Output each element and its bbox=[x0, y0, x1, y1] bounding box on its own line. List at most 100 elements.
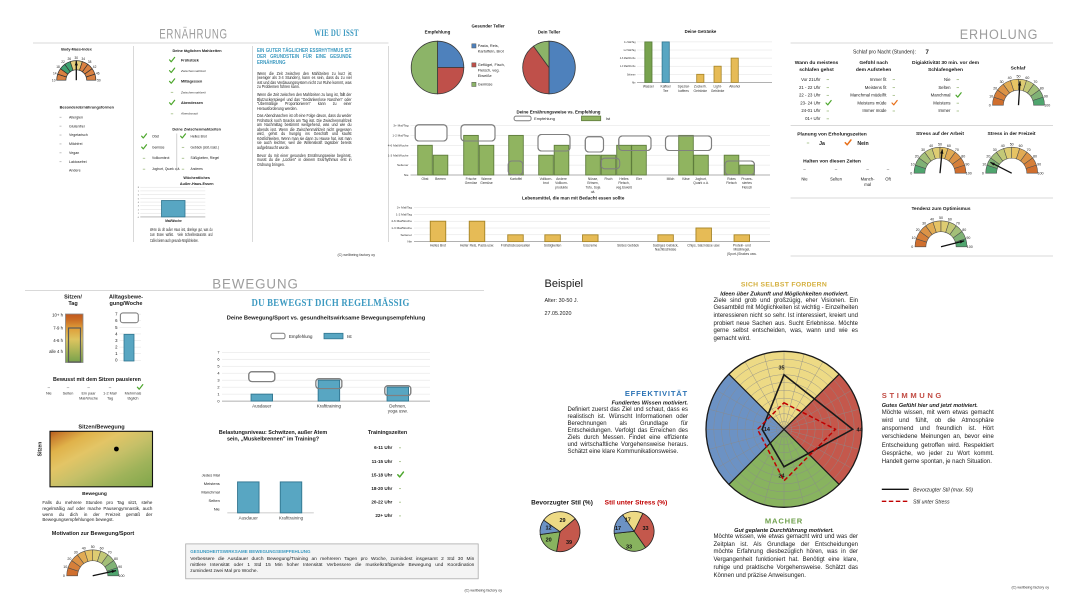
svg-text:Milchfrei: Milchfrei bbox=[69, 142, 83, 146]
svg-text:1-2 Mal/Tag: 1-2 Mal/Tag bbox=[623, 50, 636, 52]
svg-text:Manch-: Manch- bbox=[861, 177, 876, 182]
svg-text:Milch: Milch bbox=[667, 177, 675, 181]
svg-text:Zuckerh.: Zuckerh. bbox=[694, 85, 707, 89]
svg-text:40: 40 bbox=[929, 144, 933, 148]
svg-text:Eiscreme: Eiscreme bbox=[583, 243, 597, 247]
svg-text:0: 0 bbox=[910, 171, 912, 175]
svg-text:80: 80 bbox=[1033, 154, 1037, 158]
svg-text:Heller Reis, Pasta usw.: Heller Reis, Pasta usw. bbox=[460, 243, 494, 247]
svg-text:100: 100 bbox=[119, 574, 125, 578]
svg-text:Helles Brot: Helles Brot bbox=[430, 243, 446, 247]
svg-text:80: 80 bbox=[1040, 86, 1044, 90]
svg-text:Selten: Selten bbox=[63, 392, 74, 396]
svg-text:Vollkorn-: Vollkorn- bbox=[555, 181, 568, 185]
svg-text:5: 5 bbox=[217, 364, 219, 369]
svg-text:Lebensmittel, die man mit Beda: Lebensmittel, die man mit Bedacht essen … bbox=[522, 196, 625, 201]
svg-text:Empfehlung: Empfehlung bbox=[289, 334, 313, 339]
svg-text:60: 60 bbox=[1019, 144, 1023, 148]
svg-text:Abendessen: Abendessen bbox=[181, 101, 204, 105]
svg-text:Nie: Nie bbox=[404, 173, 409, 177]
svg-text:(C) wellbeing factory oy: (C) wellbeing factory oy bbox=[464, 589, 502, 593]
svg-text:Gemüse: Gemüse bbox=[478, 82, 493, 87]
svg-text:Stil unter Stress: Stil unter Stress bbox=[913, 500, 950, 506]
svg-text:7: 7 bbox=[217, 350, 219, 355]
svg-text:100: 100 bbox=[1044, 103, 1050, 107]
svg-text:4-6 h: 4-6 h bbox=[53, 338, 63, 343]
svg-text:Allergien: Allergien bbox=[69, 116, 83, 120]
svg-text:Oft: Oft bbox=[885, 177, 891, 182]
svg-text:Gemüse: Gemüse bbox=[152, 145, 165, 149]
svg-text:Abendsnack: Abendsnack bbox=[180, 112, 198, 116]
svg-text:0: 0 bbox=[911, 245, 913, 249]
svg-text:Frühstück: Frühstück bbox=[181, 58, 200, 62]
svg-text:SICH SELBST FORDERN: SICH SELBST FORDERN bbox=[741, 281, 827, 288]
svg-text:Jedes Mal: Jedes Mal bbox=[202, 473, 220, 478]
svg-text:10: 10 bbox=[989, 95, 993, 99]
svg-text:Meistens: Meistens bbox=[204, 481, 220, 486]
svg-text:Wöchentliches: Wöchentliches bbox=[183, 176, 210, 180]
svg-text:21 - 22 Uhr: 21 - 22 Uhr bbox=[799, 85, 821, 90]
svg-text:Deine täglichen Mahlzeiten: Deine täglichen Mahlzeiten bbox=[172, 49, 222, 53]
svg-text:Ja: Ja bbox=[819, 141, 825, 147]
svg-text:Nachtischkäse: Nachtischkäse bbox=[655, 248, 677, 252]
svg-text:1-2 Mal/Tag: 1-2 Mal/Tag bbox=[392, 134, 408, 138]
svg-text:Belastungsniveau: Schwitzen, a: Belastungsniveau: Schwitzen, außer Atem bbox=[219, 430, 327, 436]
svg-text:3+ Mal/Tag: 3+ Mal/Tag bbox=[624, 42, 636, 44]
svg-text:BesondereErnährungsformen: BesondereErnährungsformen bbox=[60, 106, 115, 110]
svg-text:Vor 21Uhr: Vor 21Uhr bbox=[801, 77, 821, 82]
svg-text:1: 1 bbox=[115, 351, 118, 356]
svg-text:2: 2 bbox=[115, 345, 118, 350]
svg-text:3+ Mal/Tag: 3+ Mal/Tag bbox=[397, 206, 412, 210]
svg-text:Eiweiße: Eiweiße bbox=[478, 73, 492, 78]
svg-text:80: 80 bbox=[962, 228, 966, 232]
svg-text:27.05.2020: 27.05.2020 bbox=[545, 311, 572, 317]
svg-text:11-15 Uhr: 11-15 Uhr bbox=[372, 459, 393, 464]
svg-text:Wann du meistens: Wann du meistens bbox=[795, 60, 839, 66]
svg-text:Warme: Warme bbox=[481, 177, 492, 181]
svg-text:3+ Mal/Tag: 3+ Mal/Tag bbox=[393, 124, 408, 128]
svg-text:Quark o.ä.: Quark o.ä. bbox=[693, 181, 708, 185]
svg-text:Seltener: Seltener bbox=[627, 73, 636, 76]
svg-text:0: 0 bbox=[63, 574, 65, 578]
svg-text:24: 24 bbox=[778, 474, 785, 480]
svg-text:Stil unter Stress (%): Stil unter Stress (%) bbox=[605, 500, 668, 507]
svg-text:WIE DU ISST: WIE DU ISST bbox=[314, 28, 359, 38]
svg-text:Tendenz zum Optimismus: Tendenz zum Optimismus bbox=[911, 206, 970, 212]
svg-text:10: 10 bbox=[912, 236, 916, 240]
svg-text:Obst: Obst bbox=[152, 134, 159, 138]
svg-text:40: 40 bbox=[930, 218, 934, 222]
svg-text:Nie: Nie bbox=[944, 77, 951, 82]
svg-text:4-6 Mal/Woche: 4-6 Mal/Woche bbox=[388, 143, 409, 147]
svg-text:Getränke: Getränke bbox=[711, 89, 725, 93]
svg-text:Schlaf pro Nacht (Stunden):: Schlaf pro Nacht (Stunden): bbox=[853, 50, 916, 56]
svg-text:4-6 Mal/Woche: 4-6 Mal/Woche bbox=[391, 219, 412, 223]
svg-text:40: 40 bbox=[1001, 144, 1005, 148]
svg-text:Krafttraining: Krafttraining bbox=[317, 403, 342, 408]
svg-text:Fleisch: Fleisch bbox=[742, 186, 753, 190]
svg-text:35: 35 bbox=[778, 366, 784, 372]
svg-text:01+ Uhr: 01+ Uhr bbox=[805, 116, 821, 121]
svg-text:30: 30 bbox=[74, 551, 78, 555]
svg-text:Getränke: Getränke bbox=[694, 89, 708, 93]
svg-text:Immer müde: Immer müde bbox=[862, 108, 887, 113]
svg-text:Planung von Erholungszeiten: Planung von Erholungszeiten bbox=[797, 131, 867, 137]
svg-text:Salziges Gebäck,: Salziges Gebäck, bbox=[653, 243, 679, 247]
svg-text:90: 90 bbox=[1044, 95, 1048, 99]
svg-text:Zwischenmahlzeit: Zwischenmahlzeit bbox=[180, 69, 206, 73]
svg-text:60: 60 bbox=[948, 218, 952, 222]
svg-text:20: 20 bbox=[993, 86, 997, 90]
svg-text:6: 6 bbox=[115, 318, 118, 323]
svg-text:12: 12 bbox=[545, 525, 551, 531]
svg-text:ERNÄHRUNG: ERNÄHRUNG bbox=[159, 26, 227, 42]
svg-text:7: 7 bbox=[115, 312, 118, 317]
svg-text:42: 42 bbox=[93, 65, 97, 69]
svg-text:1-2 Mal/: 1-2 Mal/ bbox=[103, 392, 118, 396]
svg-text:Gemüse: Gemüse bbox=[480, 181, 493, 185]
svg-text:100: 100 bbox=[967, 245, 973, 249]
svg-text:0: 0 bbox=[982, 171, 984, 175]
svg-text:20: 20 bbox=[916, 228, 920, 232]
svg-text:Selten: Selten bbox=[938, 85, 951, 90]
svg-text:2: 2 bbox=[138, 209, 140, 211]
svg-text:Mittagessen: Mittagessen bbox=[181, 80, 203, 84]
svg-text:15-18 Uhr: 15-18 Uhr bbox=[371, 472, 392, 477]
